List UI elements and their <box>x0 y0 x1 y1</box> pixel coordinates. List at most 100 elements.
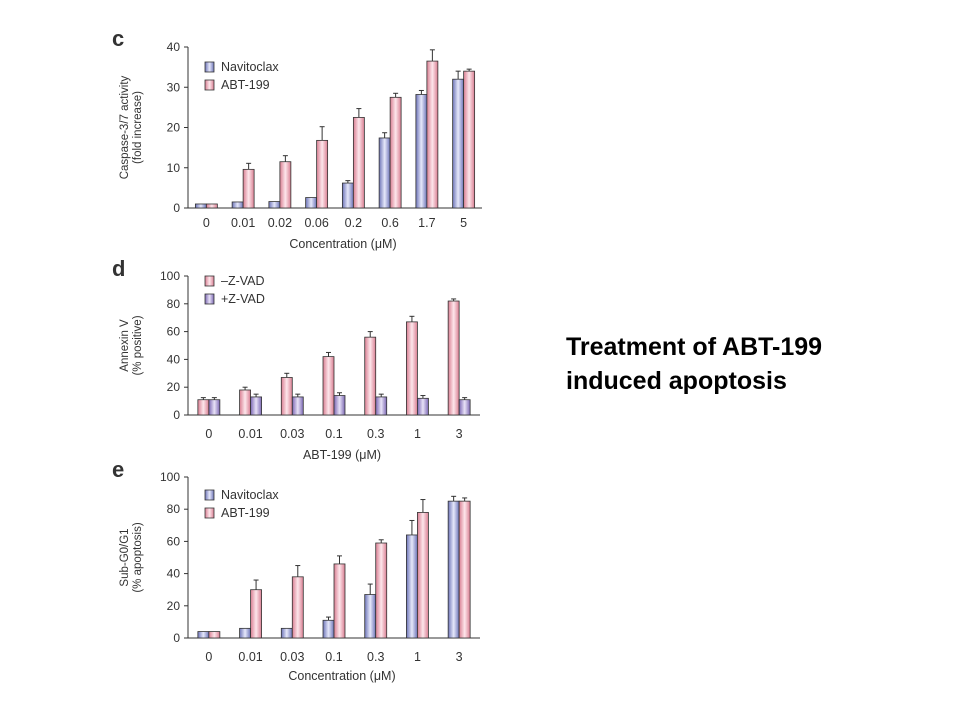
legend-swatch <box>204 275 215 287</box>
y-tick-label: 0 <box>173 408 180 422</box>
x-tick-label: 3 <box>456 427 463 441</box>
bar <box>417 512 429 639</box>
bar <box>364 336 377 416</box>
chart-panel-c: c 0 10 20 30 40 Caspase-3/7 activity (fold incr… <box>112 26 482 251</box>
bar <box>279 161 292 209</box>
y-tick-label: 0 <box>173 201 180 215</box>
bar <box>333 395 346 416</box>
bar <box>406 321 418 416</box>
y-tick-label: 80 <box>167 297 181 311</box>
x-tick-label: 0.6 <box>381 216 398 230</box>
x-tick-label: 0.01 <box>238 427 262 441</box>
x-tick-label: 0.3 <box>367 427 384 441</box>
legend-swatch <box>204 507 215 519</box>
y-axis-label: (% apoptosis) <box>132 522 144 592</box>
caption-line-1: Treatment of ABT-199 <box>566 333 823 361</box>
legend-swatch <box>204 61 215 73</box>
legend-label: Navitoclax <box>221 488 279 502</box>
legend-label: ABT-199 <box>221 78 270 92</box>
bar <box>205 203 218 209</box>
bar <box>322 619 335 639</box>
bar <box>447 300 460 416</box>
bar <box>268 201 281 209</box>
bar <box>378 137 391 209</box>
x-tick-label: 0 <box>205 650 212 664</box>
x-tick-label: 0 <box>203 216 210 230</box>
y-axis-label: Annexin V <box>119 319 131 372</box>
x-tick-label: 0.01 <box>231 216 255 230</box>
y-axis-label: Sub-G0/G1 <box>119 528 131 586</box>
bar <box>333 563 346 639</box>
panel-letter: e <box>112 457 124 482</box>
bar <box>452 78 465 209</box>
legend-label: –Z-VAD <box>221 274 265 288</box>
y-tick-label: 40 <box>167 352 181 366</box>
y-axis-label: (% positive) <box>132 315 144 375</box>
bar <box>375 396 388 416</box>
x-tick-label: 3 <box>456 650 463 664</box>
bar <box>406 534 418 639</box>
legend-swatch <box>204 79 215 91</box>
y-axis-label: Caspase-3/7 activity <box>119 75 131 179</box>
bar <box>231 201 244 209</box>
bar <box>250 396 262 416</box>
bar <box>316 139 329 209</box>
y-tick-label: 0 <box>173 631 180 645</box>
panel-letter: d <box>112 256 125 281</box>
y-tick-label: 20 <box>167 121 181 135</box>
slide-caption: Treatment of ABT-199 induced apoptosis <box>566 330 946 398</box>
x-tick-label: 0.03 <box>280 427 304 441</box>
bar <box>239 389 251 416</box>
x-tick-label: 1.7 <box>418 216 435 230</box>
bar <box>352 117 365 209</box>
panel-letter: c <box>112 26 124 51</box>
x-tick-label: 0.1 <box>325 650 342 664</box>
y-tick-label: 80 <box>167 502 181 516</box>
bar <box>197 631 210 639</box>
bar <box>447 500 460 639</box>
bar <box>305 197 318 209</box>
bar <box>375 542 388 639</box>
x-tick-label: 0.02 <box>268 216 292 230</box>
bar <box>458 399 471 416</box>
legend-swatch <box>204 293 215 305</box>
bar <box>194 203 207 209</box>
x-tick-label: 0.3 <box>367 650 384 664</box>
x-tick-label: 1 <box>414 650 421 664</box>
bar <box>242 168 255 209</box>
y-tick-label: 60 <box>167 534 181 548</box>
legend-swatch <box>204 489 215 501</box>
y-axis-label: (fold increase) <box>132 91 144 164</box>
bar <box>291 396 304 416</box>
y-tick-label: 100 <box>160 470 180 484</box>
y-tick-label: 40 <box>167 567 181 581</box>
bar <box>197 399 210 416</box>
x-axis-label: ABT-199 (μM) <box>303 448 381 462</box>
bar <box>322 356 335 416</box>
bar <box>239 627 251 639</box>
y-tick-label: 100 <box>160 269 180 283</box>
bar <box>208 399 221 416</box>
x-tick-label: 5 <box>460 216 467 230</box>
bar <box>426 60 439 209</box>
legend-label: ABT-199 <box>221 506 270 520</box>
x-tick-label: 0.03 <box>280 650 304 664</box>
x-axis-label: Concentration (μM) <box>288 669 395 683</box>
y-tick-label: 40 <box>167 40 181 54</box>
y-tick-label: 20 <box>167 599 181 613</box>
bar <box>364 594 377 639</box>
x-tick-label: 0.1 <box>325 427 342 441</box>
bar <box>415 94 428 209</box>
bar <box>458 500 471 639</box>
y-tick-label: 10 <box>167 161 181 175</box>
bar <box>291 576 304 639</box>
bar <box>250 589 262 639</box>
x-tick-label: 0.06 <box>304 216 328 230</box>
bar <box>417 397 429 416</box>
bar <box>280 377 293 416</box>
x-tick-label: 0 <box>205 427 212 441</box>
bar <box>463 70 476 209</box>
bar <box>280 627 293 639</box>
bar <box>208 631 221 639</box>
